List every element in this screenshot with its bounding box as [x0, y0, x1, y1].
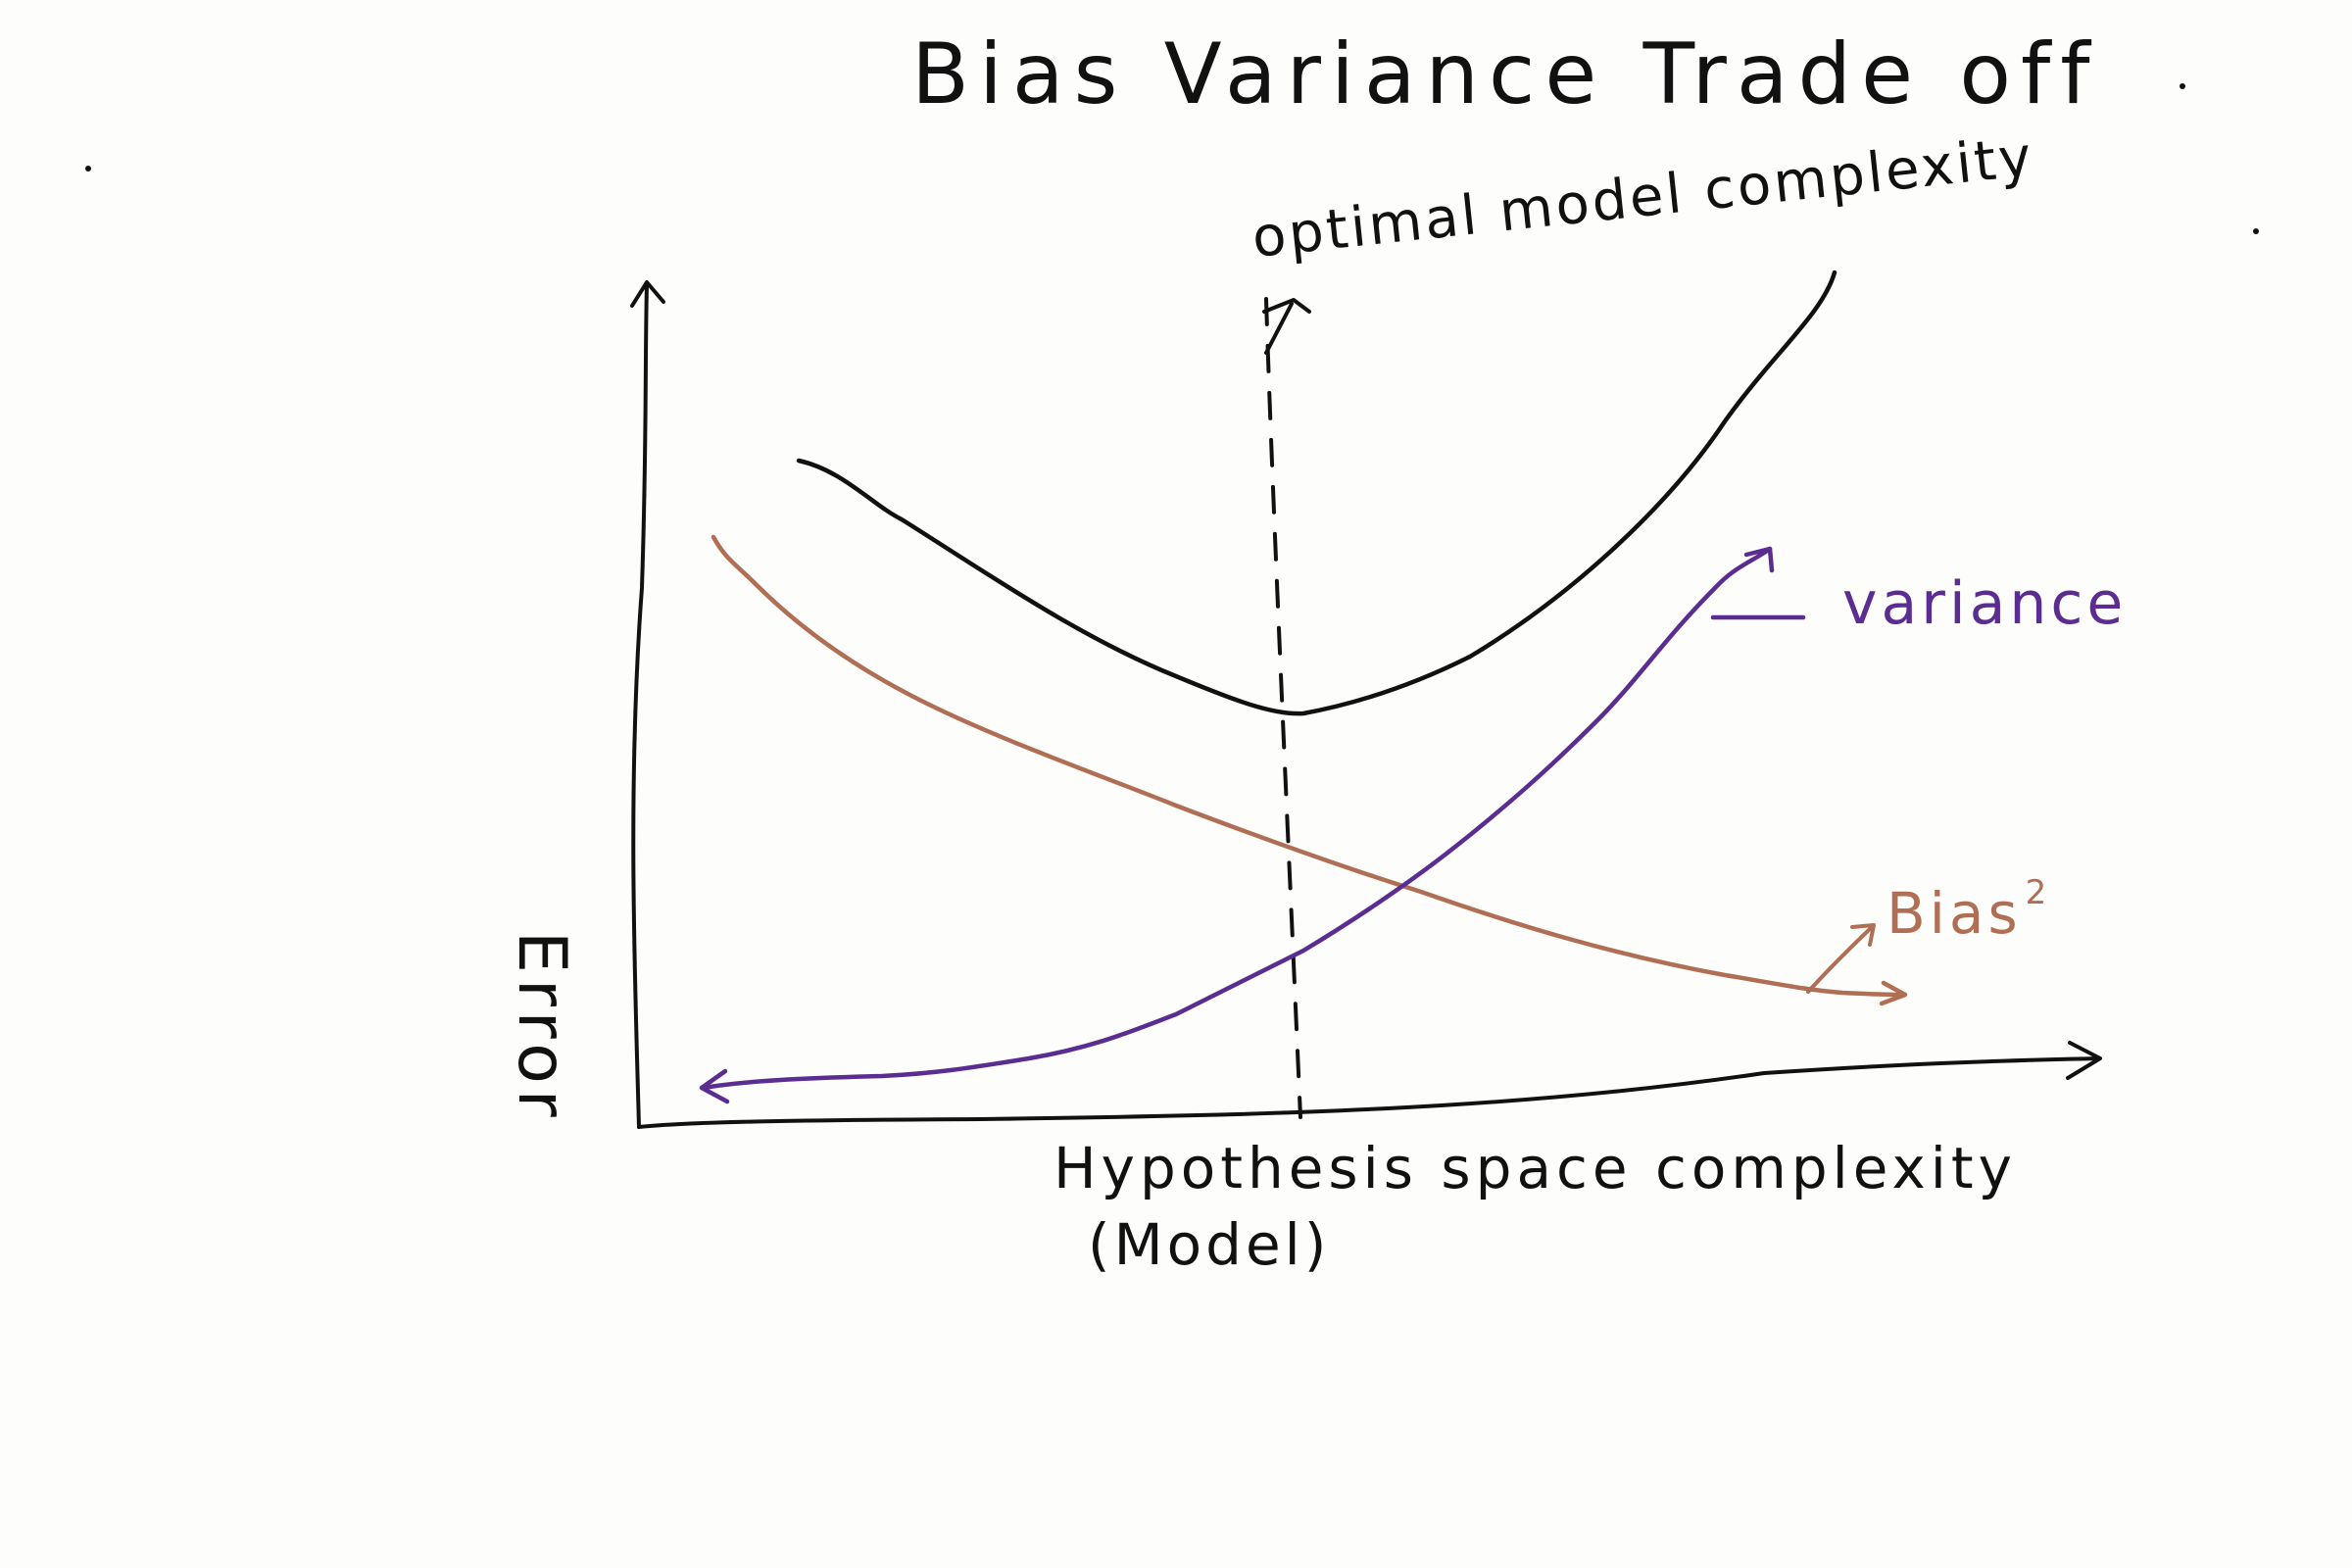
optimal-complexity-annotation: optimal model complexity	[1250, 124, 2037, 270]
y-axis-arrowhead	[630, 280, 665, 308]
bias-squared-curve	[710, 534, 1906, 998]
x-axis-sublabel: (Model)	[1088, 1211, 1330, 1278]
optimal-pointer-line	[1264, 302, 1294, 355]
optimal-complexity-dashed-line	[1264, 297, 1302, 1119]
stray-dot-top-right	[2180, 83, 2185, 89]
bias-label-text: Bias	[1886, 880, 2022, 947]
optimal-pointer-arrowhead	[1262, 298, 1311, 314]
x-axis-arrowhead	[2066, 1041, 2102, 1080]
diagram-title: Bias Variance Trade off	[911, 25, 2100, 123]
variance-left-arrowhead	[699, 1068, 730, 1104]
bias-label-pointer-arrowhead	[1850, 923, 1876, 947]
bias-squared-label: Bias 2	[1886, 873, 2050, 947]
bias-curve-arrowhead	[1879, 980, 1908, 1006]
variance-curve	[701, 546, 1773, 1091]
x-axis	[637, 1056, 2101, 1129]
y-axis	[631, 282, 649, 1129]
bias-label-superscript: 2	[2026, 873, 2051, 912]
total-error-curve	[796, 270, 1838, 716]
stray-dot-left	[85, 166, 91, 172]
bias-label-pointer	[1806, 927, 1872, 994]
stray-dot-right	[2253, 228, 2259, 234]
variance-label: variance	[1842, 569, 2127, 638]
x-axis-label: Hypothesis space complexity	[1054, 1135, 2017, 1201]
variance-right-arrowhead	[1743, 546, 1775, 573]
y-axis-label: Error	[503, 931, 580, 1123]
